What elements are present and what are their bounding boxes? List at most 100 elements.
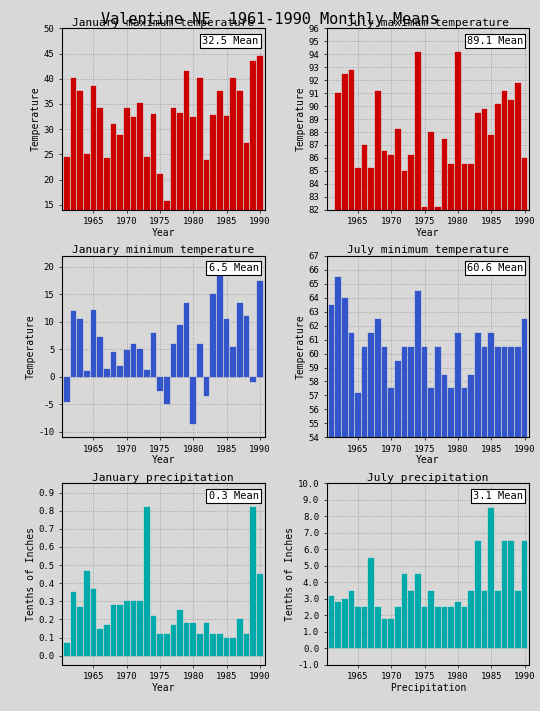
Bar bbox=[522, 158, 528, 711]
Bar bbox=[157, 174, 163, 280]
Bar bbox=[502, 541, 508, 648]
Bar bbox=[171, 344, 176, 377]
Bar bbox=[422, 207, 428, 711]
Bar bbox=[197, 344, 203, 377]
Bar bbox=[197, 634, 203, 656]
Bar bbox=[164, 377, 170, 405]
Bar bbox=[97, 337, 103, 377]
Title: January minimum temperature: January minimum temperature bbox=[72, 245, 254, 255]
Bar bbox=[482, 346, 488, 711]
Bar bbox=[191, 623, 196, 656]
Bar bbox=[217, 92, 223, 280]
Y-axis label: Tenths of Inches: Tenths of Inches bbox=[285, 527, 295, 621]
Y-axis label: Temperature: Temperature bbox=[25, 314, 36, 379]
Bar bbox=[388, 388, 394, 711]
Bar bbox=[348, 70, 354, 711]
Bar bbox=[382, 151, 388, 711]
Bar bbox=[251, 377, 256, 383]
Bar bbox=[382, 619, 388, 648]
Bar bbox=[251, 61, 256, 280]
Bar bbox=[368, 333, 374, 711]
Bar bbox=[137, 103, 143, 280]
Bar bbox=[502, 346, 508, 711]
Bar bbox=[224, 116, 230, 280]
Bar bbox=[462, 164, 468, 711]
Bar bbox=[328, 596, 334, 648]
Bar bbox=[171, 108, 176, 280]
Bar bbox=[475, 333, 481, 711]
X-axis label: Year: Year bbox=[152, 228, 175, 237]
Bar bbox=[224, 319, 230, 377]
Bar bbox=[137, 349, 143, 377]
Bar bbox=[495, 591, 501, 648]
Bar bbox=[231, 77, 236, 280]
Bar bbox=[131, 602, 136, 656]
Bar bbox=[355, 392, 361, 711]
Bar bbox=[508, 346, 514, 711]
Bar bbox=[335, 93, 341, 711]
Bar bbox=[395, 129, 401, 711]
Bar bbox=[237, 92, 243, 280]
Bar bbox=[328, 305, 334, 711]
X-axis label: Year: Year bbox=[416, 455, 440, 465]
Bar bbox=[177, 610, 183, 656]
Text: 0.3 Mean: 0.3 Mean bbox=[208, 491, 259, 501]
Bar bbox=[355, 169, 361, 711]
Bar bbox=[184, 623, 190, 656]
X-axis label: Year: Year bbox=[152, 455, 175, 465]
Bar bbox=[435, 207, 441, 711]
Bar bbox=[217, 634, 223, 656]
Bar bbox=[368, 169, 374, 711]
Bar bbox=[388, 155, 394, 711]
Bar bbox=[111, 605, 116, 656]
Bar bbox=[144, 507, 150, 656]
Bar bbox=[117, 605, 123, 656]
Bar bbox=[455, 602, 461, 648]
Bar bbox=[475, 541, 481, 648]
Bar bbox=[455, 52, 461, 711]
Bar bbox=[164, 201, 170, 280]
Bar bbox=[191, 117, 196, 280]
Bar bbox=[468, 164, 474, 711]
Text: 32.5 Mean: 32.5 Mean bbox=[202, 36, 259, 46]
X-axis label: Precipitation: Precipitation bbox=[390, 683, 466, 693]
Bar bbox=[211, 115, 216, 280]
Bar bbox=[428, 591, 434, 648]
Text: 6.5 Mean: 6.5 Mean bbox=[208, 263, 259, 273]
Bar bbox=[144, 370, 150, 377]
Bar bbox=[488, 134, 494, 711]
Bar bbox=[468, 591, 474, 648]
Bar bbox=[375, 90, 381, 711]
Bar bbox=[435, 607, 441, 648]
Title: July minimum temperature: July minimum temperature bbox=[347, 245, 509, 255]
Bar bbox=[442, 375, 448, 711]
Bar bbox=[91, 589, 96, 656]
Bar bbox=[91, 310, 96, 377]
Bar bbox=[475, 112, 481, 711]
Bar bbox=[442, 607, 448, 648]
Bar bbox=[97, 629, 103, 656]
Bar bbox=[335, 277, 341, 711]
Bar bbox=[104, 159, 110, 280]
Bar bbox=[71, 311, 76, 377]
Bar bbox=[124, 108, 130, 280]
Y-axis label: Temperature: Temperature bbox=[31, 87, 41, 151]
Bar bbox=[104, 625, 110, 656]
Title: July precipitation: July precipitation bbox=[367, 473, 489, 483]
Bar bbox=[502, 90, 508, 711]
Bar bbox=[355, 607, 361, 648]
Text: 89.1 Mean: 89.1 Mean bbox=[467, 36, 523, 46]
Bar bbox=[237, 303, 243, 377]
Bar bbox=[71, 592, 76, 656]
Bar bbox=[395, 607, 401, 648]
Bar bbox=[151, 616, 156, 656]
Bar bbox=[244, 634, 249, 656]
Bar bbox=[415, 291, 421, 711]
Bar bbox=[197, 77, 203, 280]
Bar bbox=[448, 164, 454, 711]
Bar bbox=[455, 333, 461, 711]
Bar bbox=[144, 157, 150, 280]
Bar bbox=[184, 303, 190, 377]
Bar bbox=[71, 77, 76, 280]
Bar bbox=[151, 114, 156, 280]
